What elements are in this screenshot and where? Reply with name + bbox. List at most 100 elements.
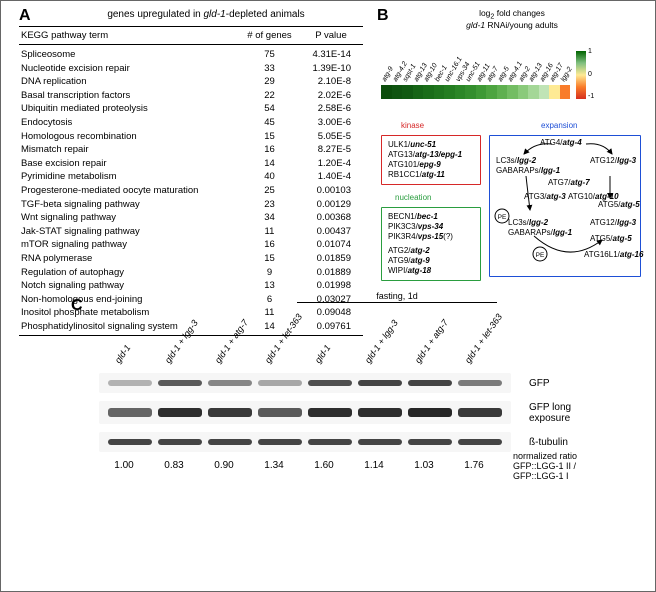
gene-entry: ATG3/atg-3 xyxy=(524,192,566,202)
gene-entry: GABARAPs/lgg-1 xyxy=(496,166,560,176)
table-row: Progesterone-mediated oocyte maturation2… xyxy=(19,184,363,198)
band xyxy=(108,380,152,386)
gene-entry: LC3s/lgg-2 xyxy=(508,218,548,228)
ratio-value: 0.83 xyxy=(149,460,199,471)
gene-entry: RB1CC1/atg-11 xyxy=(388,170,474,180)
table-row: Nucleotide excision repair331.39E-10 xyxy=(19,61,363,75)
heatmap-cell xyxy=(518,85,529,99)
heatmap-gene-labels: atg-9atg-4.2sqst-1atg-13atg-10bec-1unc-1… xyxy=(381,78,570,85)
gene-entry: ATG7/atg-7 xyxy=(548,178,590,188)
band xyxy=(208,380,252,386)
table-row: Homologous recombination155.05E-5 xyxy=(19,129,363,143)
band xyxy=(208,408,252,417)
band xyxy=(258,380,302,386)
band xyxy=(358,408,402,417)
heatmap-cell xyxy=(392,85,403,99)
heatmap-cell xyxy=(486,85,497,99)
nucleation-title: nucleation xyxy=(395,193,431,202)
band xyxy=(108,408,152,417)
gene-entry: ATG4/atg-4 xyxy=(540,138,582,148)
table-row: Basal transcription factors222.02E-6 xyxy=(19,88,363,102)
kinase-title: kinase xyxy=(401,121,424,130)
band xyxy=(308,380,352,386)
heatmap-cell xyxy=(423,85,434,99)
gene-entry: ATG5/atg-5 xyxy=(598,200,640,210)
band xyxy=(408,439,452,445)
gene-entry: ATG12/lgg-3 xyxy=(590,218,636,228)
gene-entry: ATG2/atg-2 xyxy=(388,246,474,256)
heatmap-cell xyxy=(444,85,455,99)
ratio-value: 1.34 xyxy=(249,460,299,471)
colorbar-bot: -1 xyxy=(588,93,594,100)
gene-entry: ATG9/atg-9 xyxy=(388,256,474,266)
band xyxy=(158,408,202,417)
ratio-value: 1.03 xyxy=(399,460,449,471)
kegg-table: KEGG pathway term # of genes P value Spl… xyxy=(19,26,363,336)
band xyxy=(308,408,352,417)
nucleation-box: BECN1/bec-1PIK3C3/vps-34PIK3R4/vps-15(?)… xyxy=(381,207,481,281)
table-row: Base excision repair141.20E-4 xyxy=(19,156,363,170)
ratio-row: 1.000.830.901.341.601.141.031.76 xyxy=(99,460,499,471)
blot-gfp-long-label: GFP long exposure xyxy=(529,402,601,424)
blot-gfp-label: GFP xyxy=(529,378,550,389)
heatmap-cell xyxy=(560,85,571,99)
svg-text:PE: PE xyxy=(536,252,545,259)
heatmap-cell xyxy=(381,85,392,99)
band xyxy=(158,380,202,386)
colorbar: 1 0 -1 xyxy=(576,51,586,99)
blot-tubulin-label: ß-tubulin xyxy=(529,437,568,448)
band xyxy=(258,408,302,417)
heatmap-cell xyxy=(539,85,550,99)
blot-gfp: GFP xyxy=(99,373,601,393)
band xyxy=(108,439,152,445)
panel-a-title: genes upregulated in gld-1-depleted anim… xyxy=(49,9,363,20)
gene-entry: GABARAPs/lgg-1 xyxy=(508,228,572,238)
table-row: Endocytosis453.00E-6 xyxy=(19,116,363,130)
colorbar-mid: 0 xyxy=(588,71,592,78)
ratio-label: normalized ratioGFP::LGG-1 II / GFP::LGG… xyxy=(513,452,601,482)
fasting-label: fasting, 1d xyxy=(376,291,418,301)
band xyxy=(208,439,252,445)
band xyxy=(358,439,402,445)
heatmap-cell xyxy=(402,85,413,99)
band xyxy=(458,408,502,417)
heatmap-cell xyxy=(465,85,476,99)
gene-entry: WIPI/atg-18 xyxy=(388,266,474,276)
band xyxy=(458,439,502,445)
table-row: Spliceosome754.31E-14 xyxy=(19,45,363,62)
blot-tubulin: ß-tubulin xyxy=(99,432,601,452)
heatmap-cell xyxy=(413,85,424,99)
gene-entry: ATG5/atg-5 xyxy=(590,234,632,244)
fasting-bracket: fasting, 1d xyxy=(297,291,497,303)
col-num: # of genes xyxy=(240,27,299,45)
heatmap-cell xyxy=(549,85,560,99)
gene-entry: BECN1/bec-1 xyxy=(388,212,474,222)
ratio-value: 1.60 xyxy=(299,460,349,471)
band xyxy=(258,439,302,445)
panel-a: genes upregulated in gld-1-depleted anim… xyxy=(19,9,363,336)
panel-c: fasting, 1d gld-1gld-1 + lgg-3gld-1 + at… xyxy=(71,299,601,482)
ratio-value: 1.14 xyxy=(349,460,399,471)
gene-entry: ULK1/unc-51 xyxy=(388,140,474,150)
svg-text:PE: PE xyxy=(498,214,507,221)
expansion-title: expansion xyxy=(541,121,577,130)
table-row: Pyrimidine metabolism401.40E-4 xyxy=(19,170,363,184)
heatmap-cell xyxy=(476,85,487,99)
band xyxy=(408,380,452,386)
table-row: DNA replication292.10E-8 xyxy=(19,75,363,89)
heatmap-cell xyxy=(497,85,508,99)
heatmap-row xyxy=(381,85,570,99)
ratio-value: 1.00 xyxy=(99,460,149,471)
gene-entry: PIK3C3/vps-34 xyxy=(388,222,474,232)
band xyxy=(408,408,452,417)
band xyxy=(308,439,352,445)
gene-entry: ATG16L1/atg-16 xyxy=(584,250,643,260)
gene-entry: PIK3R4/vps-15(?) xyxy=(388,232,474,242)
heatmap-cell xyxy=(434,85,445,99)
expansion-box: PE PE ATG4/atg-4 LC3s/lgg-2 GABARAPs/lgg… xyxy=(489,135,641,277)
table-row: TGF-beta signaling pathway230.00129 xyxy=(19,197,363,211)
ratio-value: 0.90 xyxy=(199,460,249,471)
blot-gfp-long: GFP long exposure xyxy=(99,401,601,424)
band xyxy=(158,439,202,445)
gene-entry: LC3s/lgg-2 xyxy=(496,156,536,166)
